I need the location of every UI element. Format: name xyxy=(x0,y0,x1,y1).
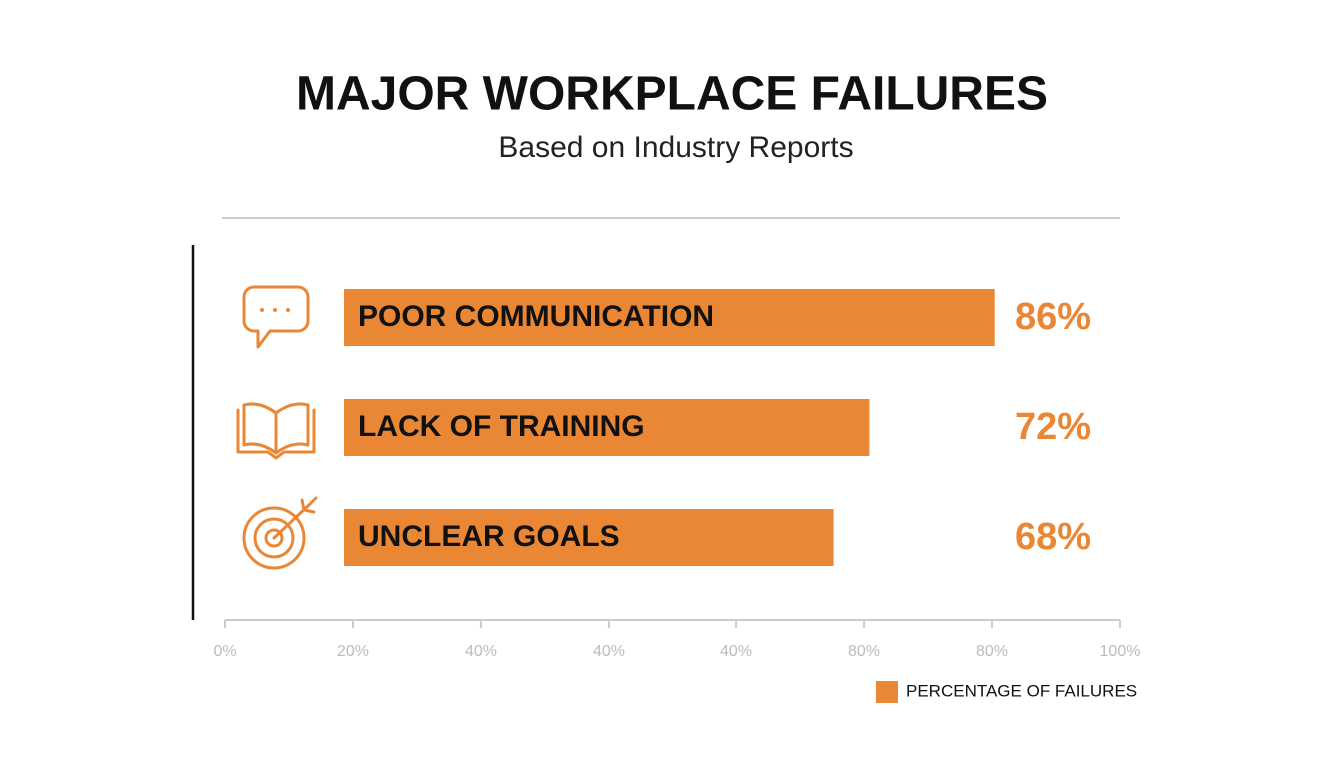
x-tick-label: 80% xyxy=(976,643,1008,660)
icons xyxy=(236,285,318,570)
category-label: POOR COMMUNICATION xyxy=(358,300,714,333)
value-label: 72% xyxy=(1015,406,1091,448)
value-label: 86% xyxy=(1015,296,1091,338)
x-tick-label: 0% xyxy=(213,643,236,660)
x-tick-label: 40% xyxy=(593,643,625,660)
book-icon xyxy=(236,402,316,460)
legend-label: PERCENTAGE OF FAILURES xyxy=(906,681,1137,700)
legend-swatch xyxy=(876,681,898,703)
category-label: LACK OF TRAINING xyxy=(358,410,645,443)
x-tick-label: 40% xyxy=(720,643,752,660)
category-label: UNCLEAR GOALS xyxy=(358,520,620,553)
chat-icon xyxy=(242,285,310,349)
bar xyxy=(344,509,834,566)
target-icon xyxy=(242,506,306,570)
chart-subtitle: Based on Industry Reports xyxy=(498,131,853,164)
x-tick-label: 100% xyxy=(1100,643,1141,660)
x-tick-label: 40% xyxy=(465,643,497,660)
x-tick-label: 80% xyxy=(848,643,880,660)
value-label: 68% xyxy=(1015,516,1091,558)
bar xyxy=(344,399,870,456)
bar xyxy=(344,289,995,346)
x-tick-label: 20% xyxy=(337,643,369,660)
chart-title: MAJOR WORKPLACE FAILURES xyxy=(296,68,1048,121)
